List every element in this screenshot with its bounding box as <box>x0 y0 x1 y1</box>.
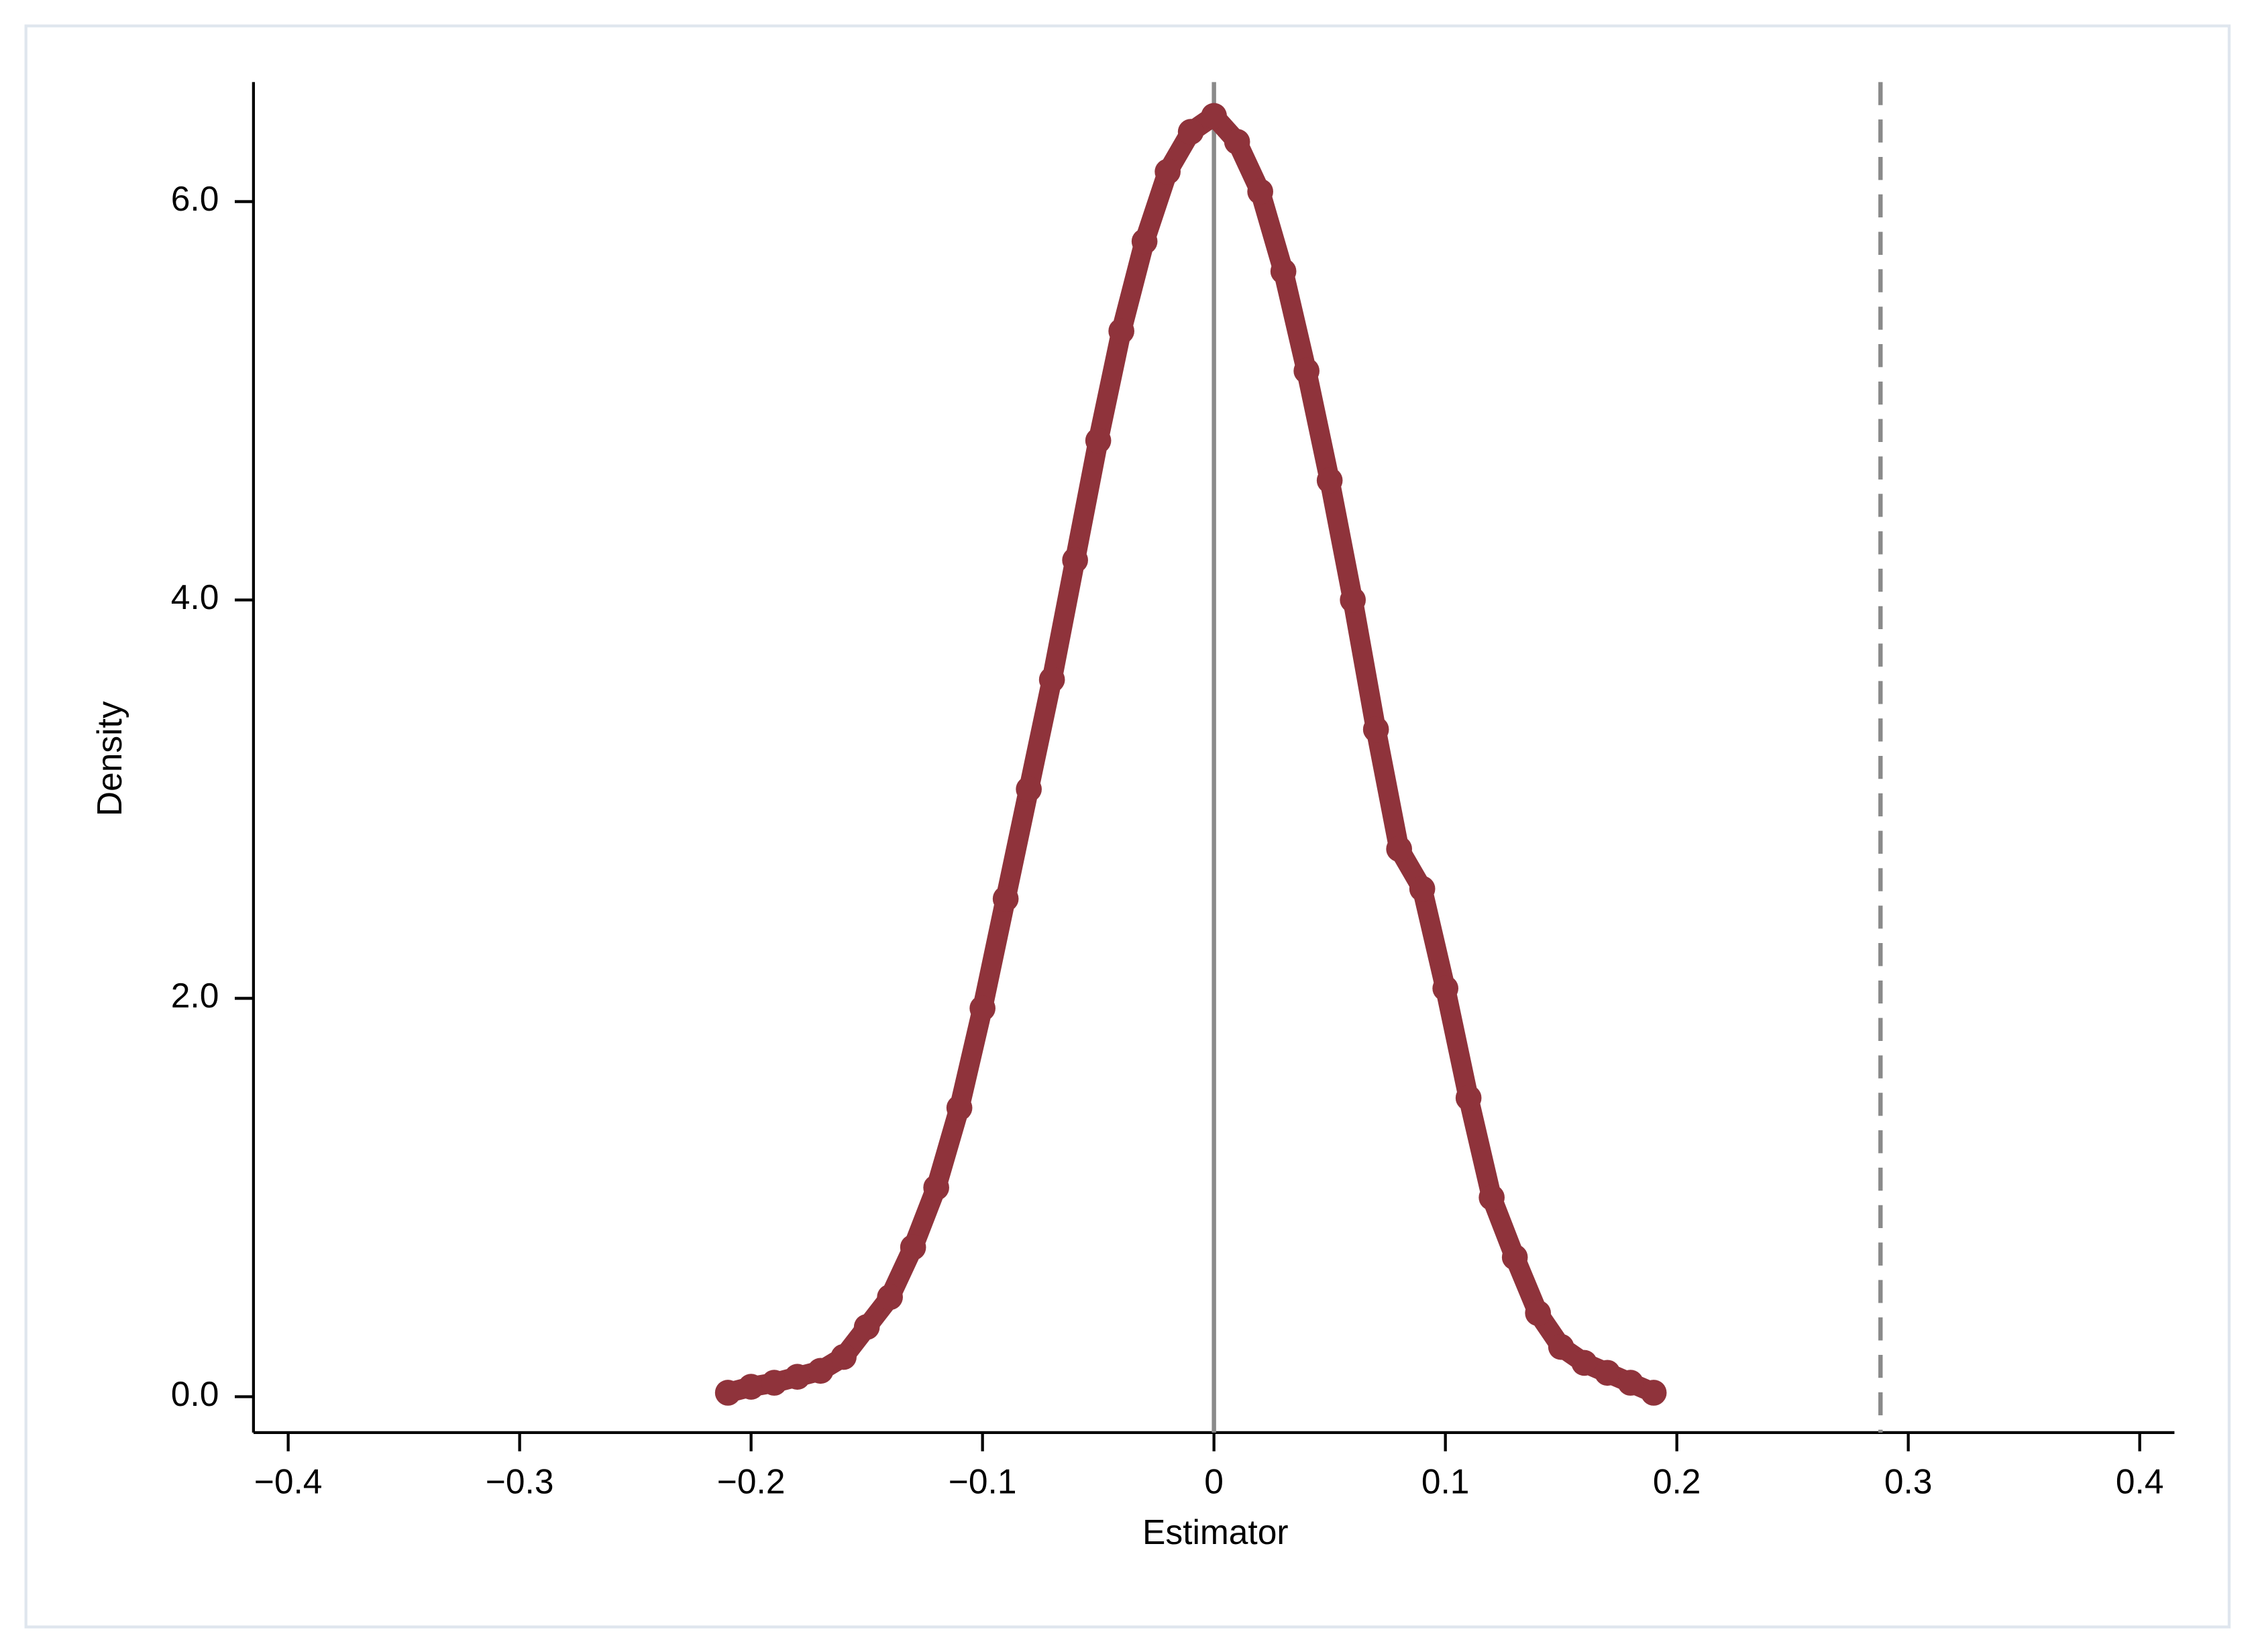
x-tick-label: −0.3 <box>486 1462 554 1501</box>
x-axis-title: Estimator <box>1142 1512 1289 1551</box>
y-axis-title: Density <box>90 701 129 816</box>
marker <box>1154 158 1181 185</box>
marker <box>1131 228 1158 255</box>
marker <box>1386 836 1412 863</box>
marker <box>1016 776 1042 802</box>
marker <box>1062 547 1088 573</box>
y-tick-label: 2.0 <box>171 976 219 1015</box>
x-tick-label: 0.1 <box>1421 1462 1470 1501</box>
marker <box>807 1358 834 1384</box>
marker <box>1270 258 1297 284</box>
marker <box>946 1095 973 1121</box>
marker <box>738 1374 764 1400</box>
marker <box>1640 1380 1667 1406</box>
marker <box>714 1380 741 1406</box>
marker <box>877 1284 903 1311</box>
marker <box>830 1343 857 1370</box>
marker <box>1594 1360 1621 1386</box>
y-tick-label: 4.0 <box>171 577 219 616</box>
marker <box>784 1364 810 1390</box>
x-tick-label: 0 <box>1204 1462 1224 1501</box>
marker <box>1409 875 1436 902</box>
x-tick-label: −0.2 <box>717 1462 786 1501</box>
marker <box>1177 119 1204 145</box>
marker <box>1108 318 1134 344</box>
marker <box>1316 467 1343 494</box>
marker <box>1340 587 1366 613</box>
x-tick-label: −0.1 <box>949 1462 1017 1501</box>
marker <box>761 1370 788 1396</box>
marker <box>1617 1370 1644 1396</box>
x-tick-label: 0.3 <box>1884 1462 1933 1501</box>
marker <box>1224 129 1250 155</box>
marker <box>1432 975 1458 1001</box>
marker <box>992 885 1019 912</box>
x-tick-label: 0.4 <box>2116 1462 2164 1501</box>
marker <box>1455 1085 1482 1111</box>
marker <box>1525 1300 1551 1326</box>
y-tick-label: 6.0 <box>171 179 219 218</box>
y-tick-label: 0.0 <box>171 1374 219 1413</box>
marker <box>1548 1333 1574 1360</box>
marker <box>1571 1350 1597 1376</box>
marker <box>969 995 996 1022</box>
marker <box>1038 666 1065 693</box>
marker <box>1201 103 1227 129</box>
marker <box>923 1174 949 1201</box>
marker <box>1501 1244 1528 1270</box>
x-tick-label: −0.4 <box>254 1462 323 1501</box>
marker <box>1247 178 1273 205</box>
marker <box>1085 427 1112 454</box>
marker <box>900 1234 926 1260</box>
marker <box>1293 357 1320 384</box>
marker <box>1362 716 1389 742</box>
marker <box>853 1314 880 1340</box>
frame <box>24 24 2231 1629</box>
x-tick-label: 0.2 <box>1653 1462 1701 1501</box>
marker <box>1479 1185 1505 1211</box>
